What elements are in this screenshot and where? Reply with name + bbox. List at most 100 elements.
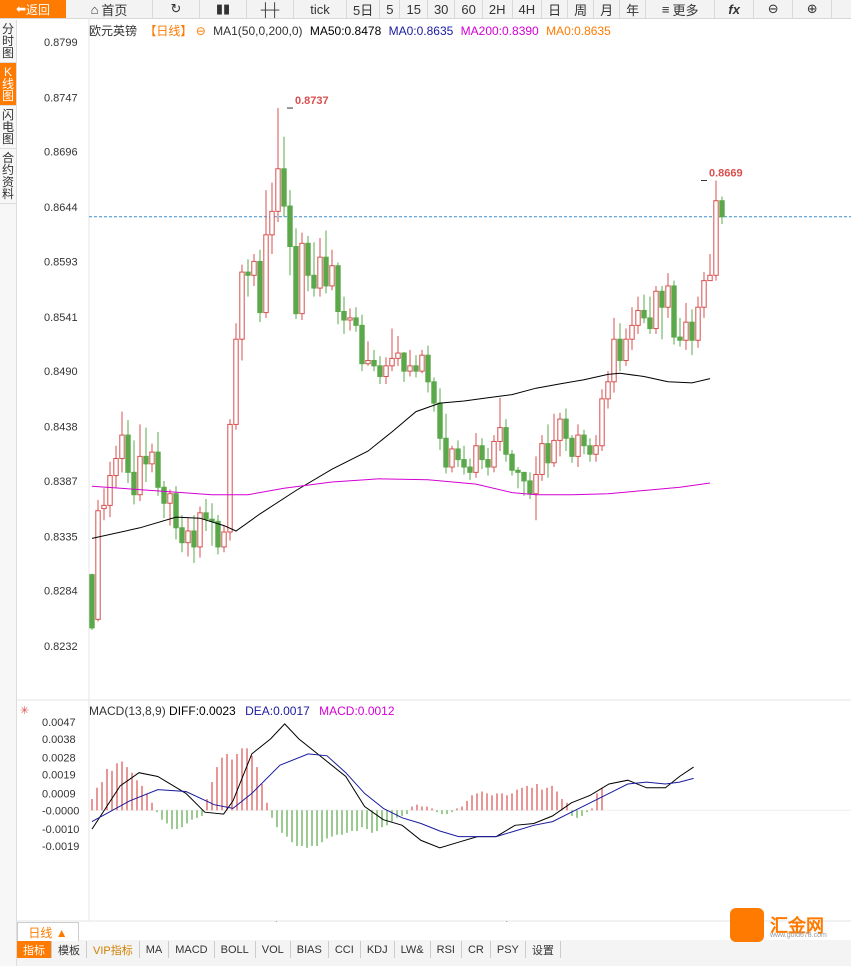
candle-body [125,434,131,473]
candle-body [503,427,509,455]
ma0-value-a: MA0:0.8635 [388,24,454,38]
candle-body [575,434,581,457]
candle-body [161,486,167,504]
macd-tick-label: -0.0019 [42,841,79,853]
candle-body [551,439,557,464]
candle-body [605,381,611,400]
macd-name: MACD(13,8,9) [89,704,166,718]
candle-body [707,274,713,282]
indicator-tab-4[interactable]: MACD [169,941,215,958]
indicator-tab-11[interactable]: RSI [430,941,462,958]
period-button-2[interactable]: 15 [400,0,428,18]
candle-body [539,443,545,475]
candle-body [695,306,701,341]
macd-tick-label: 0.0009 [42,788,76,800]
candle-body [509,453,515,471]
home-icon: ⌂ [90,1,99,17]
candle-body [701,280,707,308]
indicator-tab-0[interactable]: 指标 [17,941,52,958]
indicator-tab-10[interactable]: LW& [394,941,431,958]
indicator-tab-8[interactable]: CCI [328,941,361,958]
candle-body [485,459,491,468]
indicator-tab-3[interactable]: MA [139,941,170,958]
candle-body [593,445,599,455]
indicator-tab-1[interactable]: 模板 [52,941,87,958]
candle-body [137,455,143,496]
candle-type-button[interactable]: ┼┼ [247,0,294,18]
candle-body [521,471,527,482]
candle-body [335,265,341,313]
candle-body [353,317,359,326]
period-button-10[interactable]: 年 [620,0,647,18]
candle-body [635,309,641,326]
period-button-9[interactable]: 月 [594,0,621,18]
candle-body [563,418,569,439]
candle-body [395,352,401,359]
formula-button[interactable]: fx [715,0,755,18]
period-button-3[interactable]: 30 [428,0,456,18]
ma50-value: MA50:0.8478 [309,24,382,38]
sidebar-item-3[interactable]: 合约资料 [0,149,16,204]
candle-body [407,365,413,372]
price-tick-label: 0.8387 [44,476,78,488]
candle-body [569,437,575,457]
indicator-tab-5[interactable]: BOLL [214,941,256,958]
candle-body [293,246,299,315]
refresh-button[interactable]: ↻ [153,0,200,18]
candle-body [221,531,227,548]
home-label: 首页 [101,2,128,18]
candle-body [203,512,209,520]
indicator-tab-12[interactable]: CR [461,941,491,958]
candle-body [473,445,479,473]
candle-body [359,324,365,365]
sidebar-item-2[interactable]: 闪电图 [0,106,16,149]
period-button-4[interactable]: 60 [455,0,483,18]
candle-body [251,260,257,276]
zoom-in-button[interactable]: ⊕ [793,0,833,18]
indicator-tab-2[interactable]: VIP指标 [87,941,140,958]
candle-body [545,443,551,464]
candle-body [299,242,305,315]
candle-body [665,285,671,308]
candle-body [413,365,419,372]
macd-value: MACD:0.0012 [319,704,395,718]
price-legend: 欧元英镑 【日线】 ⊖ MA1(50,0,200,0) MA50:0.8478 … [89,22,615,39]
period-button-1[interactable]: 5 [380,0,401,18]
period-label[interactable]: 【日线】 [144,24,193,38]
indicator-tab-14[interactable]: 设置 [525,941,561,958]
dea-line [91,753,694,838]
back-button[interactable]: ⬅ 返回 [0,0,66,18]
period-dropdown[interactable]: 日线 ▲ [17,922,79,942]
candle-body [557,418,563,441]
period-button-7[interactable]: 日 [542,0,569,18]
indicator-tab-9[interactable]: KDJ [360,941,395,958]
candle-body [233,338,239,425]
price-tick-label: 0.8438 [44,422,78,434]
price-chart[interactable]: 0.8799 0.8747 0.8696 0.8644 0.8593 0.8541 0.84… [17,18,851,922]
home-button[interactable]: ⌂ 首页 [66,0,153,18]
candle-body [149,451,155,465]
period-button-5[interactable]: 2H [483,0,513,18]
price-tick-label: 0.8747 [44,92,78,104]
price-tick-label: 0.8335 [44,531,78,543]
zoom-out-button[interactable]: ⊖ [754,0,794,18]
sidebar-item-0[interactable]: 分时图 [0,20,16,63]
candle-body [581,434,587,447]
chart-type-button[interactable]: ▮▮ [200,0,247,18]
period-button-8[interactable]: 周 [568,0,595,18]
tick-button[interactable]: tick [294,0,347,18]
indicator-tab-7[interactable]: BIAS [290,941,329,958]
macd-tick-label: 0.0028 [42,753,76,765]
period-button-6[interactable]: 4H [513,0,543,18]
indicator-tab-6[interactable]: VOL [255,941,291,958]
candle-body [527,480,533,495]
period-button-0[interactable]: 5日 [347,0,381,18]
candlestick-icon: ┼┼ [260,1,280,17]
settings-icon[interactable]: ⊖ [195,24,206,38]
more-button[interactable]: ≡ 更多 [646,0,716,18]
logo-url: www.gold678.com [770,932,827,939]
macd-settings-icon[interactable]: ✳ [20,705,29,717]
indicator-tab-13[interactable]: PSY [490,941,526,958]
dea-value: DEA:0.0017 [245,704,310,718]
